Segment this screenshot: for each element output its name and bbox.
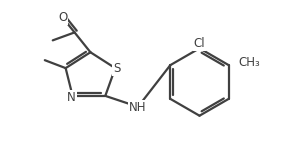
Text: S: S xyxy=(114,62,121,75)
Text: O: O xyxy=(58,11,67,24)
Text: CH₃: CH₃ xyxy=(239,56,260,69)
Text: NH: NH xyxy=(129,101,147,114)
Text: Cl: Cl xyxy=(194,37,205,50)
Text: N: N xyxy=(67,91,76,104)
